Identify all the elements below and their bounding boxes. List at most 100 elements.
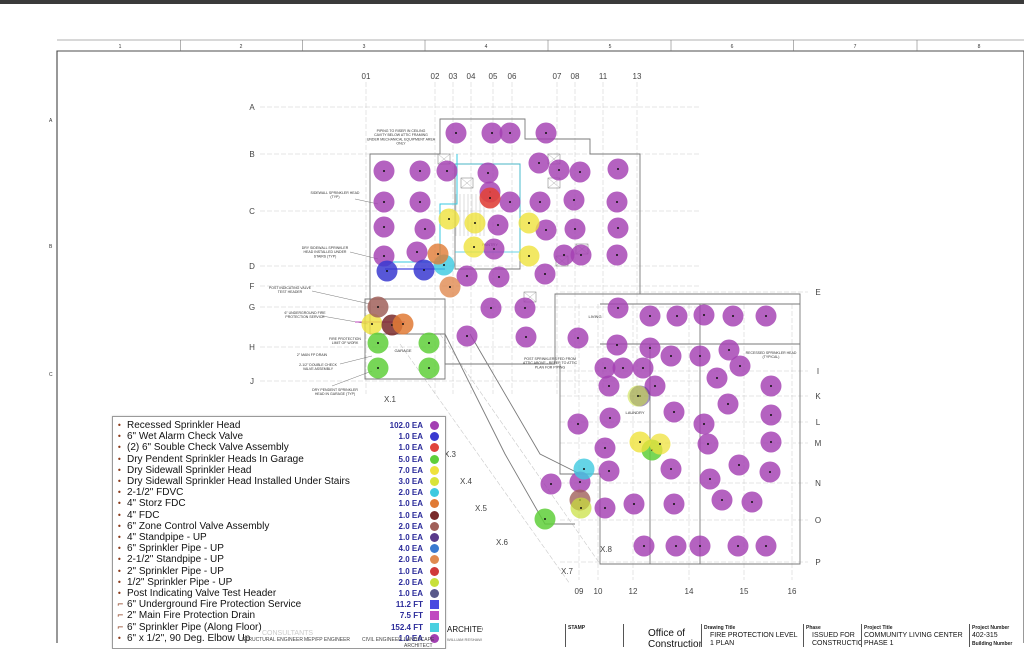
note-attic: POST SPRINKLERS FED FROM ATTIC ABOVE - RE… (523, 357, 577, 369)
marker-dot (491, 132, 493, 134)
marker-dot (402, 323, 404, 325)
legend-label: Dry Sidewall Sprinkler Head (127, 464, 252, 476)
marker-dot (466, 335, 468, 337)
legend-quantity: 152.4 FT (390, 622, 423, 632)
ruler-col-2: 2 (240, 44, 243, 50)
marker-dot (423, 269, 425, 271)
legend-label: Recessed Sprinkler Head (127, 420, 241, 431)
diag-grid-line (399, 343, 571, 585)
diag-grid-X.5: X.5 (475, 504, 488, 513)
marker-dot (765, 545, 767, 547)
marker-dot (738, 464, 740, 466)
legend-row[interactable]: • Dry Sidewall Sprinkler Head 7.0 EA (113, 465, 445, 476)
count-marker-icon: • (117, 510, 122, 520)
legend-row[interactable]: • 1/2" Sprinkler Pipe - UP 2.0 EA (113, 577, 445, 588)
legend-color-swatch (430, 499, 439, 509)
legend-quantity: 2.0 EA (398, 521, 423, 531)
grid-bubble-11: 11 (599, 72, 608, 81)
marker-dot (377, 306, 379, 308)
marker-dot (448, 218, 450, 220)
marker-dot (528, 255, 530, 257)
marker-dot (643, 545, 645, 547)
grid-bubble-15: 15 (740, 587, 749, 596)
marker-dot (699, 545, 701, 547)
legend-row[interactable]: • (2) 6" Souble Check Valve Assembly 1.0 E… (113, 442, 445, 453)
legend-row[interactable]: • Post Indicating Valve Test Header 1.0 EA (113, 588, 445, 599)
legend-row[interactable]: • Dry Sidewall Sprinkler Head Installed U… (113, 476, 445, 487)
drawing-title-label: Drawing Title (704, 625, 736, 631)
wall-segment (469, 333, 581, 475)
legend-row[interactable]: ⌐ 6" Underground Fire Protection Service 1… (113, 599, 445, 610)
marker-dot (732, 315, 734, 317)
drawing-title-cell: Drawing Title FIRE PROTECTION LEVEL 1 PL… (701, 624, 804, 647)
takeoff-legend[interactable]: • Recessed Sprinkler Head 102.0 EA • 6" Wet … (112, 416, 446, 649)
legend-row[interactable]: • 4" Standpipe - UP 1.0 EA (113, 532, 445, 543)
leader-line (331, 370, 373, 387)
note-post-valve: POST INDICATING VALVE TEST HEADER (269, 286, 312, 294)
legend-row[interactable]: • 6" Zone Control Valve Assembly 2.0 EA (113, 521, 445, 532)
legend-row[interactable]: • 2" Sprinkler Pipe - UP 1.0 EA (113, 566, 445, 577)
marker-dot (649, 347, 651, 349)
room-garage: GARAGE (394, 348, 411, 353)
marker-dot (443, 264, 445, 266)
marker-dot (437, 253, 439, 255)
marker-dot (716, 377, 718, 379)
marker-dot (489, 197, 491, 199)
legend-label: 6" Underground Fire Protection Service (127, 599, 302, 611)
legend-row[interactable]: • 2-1/2" FDVC 2.0 EA (113, 487, 445, 498)
marker-dot (737, 545, 739, 547)
marker-dot (558, 169, 560, 171)
count-marker-icon: • (117, 633, 122, 643)
grid-bubble-O: O (815, 516, 821, 525)
legend-row[interactable]: • Recessed Sprinkler Head 102.0 EA (113, 420, 445, 431)
legend-row[interactable]: • 4" Storz FDC 1.0 EA (113, 498, 445, 509)
leader-line (321, 315, 369, 325)
legend-row[interactable]: • 6" Wet Alarm Check Valve 1.0 EA (113, 431, 445, 442)
marker-dot (609, 417, 611, 419)
marker-dot (545, 229, 547, 231)
grid-bubble-G: G (249, 303, 255, 312)
legend-row[interactable]: ⌐ 2" Main Fire Protection Drain 7.5 FT (113, 610, 445, 621)
legend-label: Post Indicating Valve Test Header (127, 588, 277, 599)
legend-row[interactable]: • 6" x 1/2", 90 Deg. Elbow Up 1.0 EA (113, 633, 445, 644)
legend-row[interactable]: • 2-1/2" Standpipe - UP 2.0 EA (113, 554, 445, 565)
legend-quantity: 1.0 EA (398, 566, 423, 576)
marker-dot (703, 423, 705, 425)
consultants-heading: CONSULTANTS (262, 630, 314, 637)
grid-bubble-I: I (817, 367, 819, 376)
legend-quantity: 2.0 EA (398, 555, 423, 565)
legend-quantity: 1.0 EA (398, 432, 423, 442)
marker-dot (703, 314, 705, 316)
architect-label: ARCHITECT (447, 625, 483, 634)
grid-bubble-05: 05 (489, 72, 498, 81)
grid-bubble-K: K (815, 392, 821, 401)
marker-dot (604, 447, 606, 449)
marker-dot (579, 171, 581, 173)
legend-row[interactable]: • 6" Sprinkler Pipe - UP 4.0 EA (113, 543, 445, 554)
phase-value: ISSUED FOR CONSTRUCTION (812, 632, 862, 647)
marker-dot (474, 222, 476, 224)
ruler-col-8: 8 (978, 44, 981, 50)
legend-quantity: 102.0 EA (389, 421, 423, 430)
legend-quantity: 7.5 FT (399, 611, 423, 621)
legend-row[interactable]: • 4" FDC 1.0 EA (113, 510, 445, 521)
line-measure-icon: ⌐ (117, 600, 124, 610)
legend-row[interactable]: ⌐ 6" Sprinkler Pipe (Along Floor) 152.4 FT (113, 622, 445, 633)
legend-label: 2" Main Fire Protection Drain (127, 610, 256, 622)
marker-dot (490, 307, 492, 309)
leader-line (339, 355, 373, 365)
wall-segment (559, 293, 801, 565)
line-measure-icon: ⌐ (117, 622, 124, 632)
architect-name: WILLIAM RESHAW ARCHITECTS (447, 637, 483, 642)
equipment-box (460, 177, 474, 189)
plan-notes: PIPING TO RISER IN CEILING CAVITY BELOW A… (269, 129, 797, 415)
legend-row[interactable]: • Dry Pendent Sprinkler Heads In Garage 5.… (113, 454, 445, 465)
marker-dot (608, 470, 610, 472)
marker-dot (639, 441, 641, 443)
legend-color-swatch (430, 633, 439, 643)
marker-dot (580, 507, 582, 509)
marker-dot (391, 324, 393, 326)
marker-dot (383, 170, 385, 172)
